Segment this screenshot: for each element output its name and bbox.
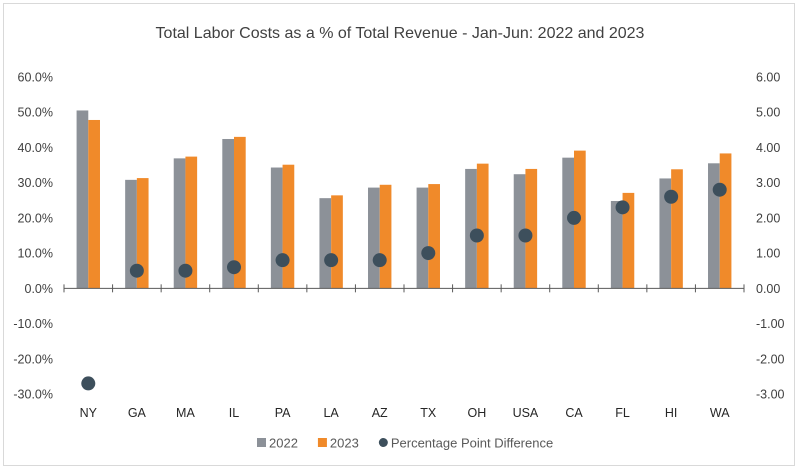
- category-label: USA: [513, 406, 539, 420]
- bar-2022-wa: [708, 163, 720, 289]
- bar-2023-tx: [428, 184, 440, 289]
- category-label: NY: [80, 406, 98, 420]
- bar-2022-ca: [562, 157, 574, 289]
- legend-marker-circle: [378, 438, 388, 447]
- bar-2022-il: [222, 138, 234, 289]
- right-tick-label: 1.00: [756, 247, 780, 261]
- bar-2023-fl: [622, 192, 635, 289]
- right-tick-label: 5.00: [756, 106, 780, 120]
- bar-2023-oh: [476, 163, 489, 289]
- category-label: AZ: [372, 406, 388, 420]
- left-tick-label: -30.0%: [13, 388, 53, 402]
- left-tick-label: 50.0%: [18, 106, 53, 120]
- bar-2022-ga: [125, 179, 137, 289]
- right-tick-label: -3.00: [756, 388, 785, 402]
- bar-2023-la: [331, 195, 343, 289]
- x-axis: [63, 284, 745, 293]
- right-tick-label: 0.00: [756, 282, 780, 296]
- bar-2022-usa: [513, 174, 526, 289]
- difference-point-pa: [275, 253, 290, 268]
- bar-2022-tx: [416, 187, 429, 289]
- right-tick-label: -2.00: [756, 352, 785, 366]
- legend-label: 2023: [330, 436, 359, 451]
- difference-point-la: [324, 253, 339, 268]
- difference-point-usa: [518, 228, 533, 243]
- category-label: CA: [565, 406, 583, 420]
- category-label: GA: [128, 406, 147, 420]
- bar-2023-ma: [185, 156, 198, 289]
- right-tick-label: 4.00: [756, 141, 780, 155]
- category-label: TX: [420, 406, 437, 420]
- difference-point-ga: [129, 263, 144, 278]
- right-tick-label: 3.00: [756, 176, 780, 190]
- difference-point-tx: [421, 246, 436, 261]
- chart-title: Total Labor Costs as a % of Total Revenu…: [156, 25, 645, 42]
- left-tick-label: 0.0%: [25, 282, 54, 296]
- legend: 2022 2023 Percentage Point Difference: [257, 436, 553, 451]
- right-axis: 6.00 5.00 4.00 3.00 2.00 1.00 0.00 -1.00 -2.00 -3…: [756, 71, 785, 402]
- bar-2023-wa: [719, 153, 732, 289]
- bars: [76, 110, 732, 289]
- bar-2022-ny: [76, 110, 89, 289]
- left-tick-label: -10.0%: [13, 317, 53, 331]
- left-tick-label: 40.0%: [18, 141, 53, 155]
- right-tick-label: -1.00: [756, 317, 785, 331]
- category-label: HI: [665, 406, 678, 420]
- bar-2022-az: [368, 187, 380, 289]
- difference-point-ma: [178, 263, 193, 278]
- category-label: WA: [710, 406, 730, 420]
- category-label: PA: [275, 406, 291, 420]
- left-tick-label: -20.0%: [13, 352, 53, 366]
- bar-2023-il: [234, 136, 246, 289]
- chart-frame: [3, 3, 795, 466]
- left-tick-label: 30.0%: [18, 176, 53, 190]
- legend-marker-square: [257, 438, 266, 447]
- category-label: MA: [176, 406, 195, 420]
- bar-2023-hi: [671, 169, 683, 289]
- bar-2023-usa: [525, 168, 538, 289]
- difference-point-az: [372, 253, 387, 268]
- bar-2022-la: [319, 198, 332, 289]
- bar-2023-ny: [88, 119, 100, 289]
- legend-label: 2022: [269, 436, 298, 451]
- category-label: IL: [229, 406, 239, 420]
- legend-label: Percentage Point Difference: [391, 436, 553, 451]
- left-tick-label: 20.0%: [18, 211, 53, 225]
- difference-point-fl: [615, 200, 630, 215]
- left-tick-label: 60.0%: [18, 71, 53, 85]
- right-tick-label: 2.00: [756, 211, 780, 225]
- bar-2022-hi: [659, 178, 672, 289]
- difference-point-ny: [81, 376, 96, 391]
- category-labels: NY GA MA IL PA LA AZ TX OH USA CA FL HI WA: [80, 406, 731, 420]
- left-axis: 60.0% 50.0% 40.0% 30.0% 20.0% 10.0% 0.0% -10.0%…: [13, 71, 53, 402]
- bar-2022-pa: [270, 167, 283, 289]
- bar-2022-fl: [610, 200, 623, 289]
- category-label: LA: [323, 406, 339, 420]
- bar-2023-ga: [136, 178, 149, 289]
- difference-point-il: [227, 260, 241, 275]
- left-tick-label: 10.0%: [18, 247, 53, 261]
- difference-point-ca: [567, 210, 581, 225]
- right-tick-label: 6.00: [756, 71, 780, 85]
- bar-2022-ma: [173, 158, 186, 289]
- bar-2023-pa: [282, 164, 295, 289]
- difference-point-oh: [469, 228, 484, 243]
- difference-point-hi: [664, 189, 679, 204]
- bar-2023-az: [379, 184, 392, 289]
- difference-point-wa: [712, 182, 727, 197]
- difference-points: [81, 182, 727, 391]
- legend-marker-square: [317, 438, 327, 447]
- category-label: FL: [615, 406, 630, 420]
- category-label: OH: [467, 406, 486, 420]
- bar-2022-oh: [465, 168, 477, 289]
